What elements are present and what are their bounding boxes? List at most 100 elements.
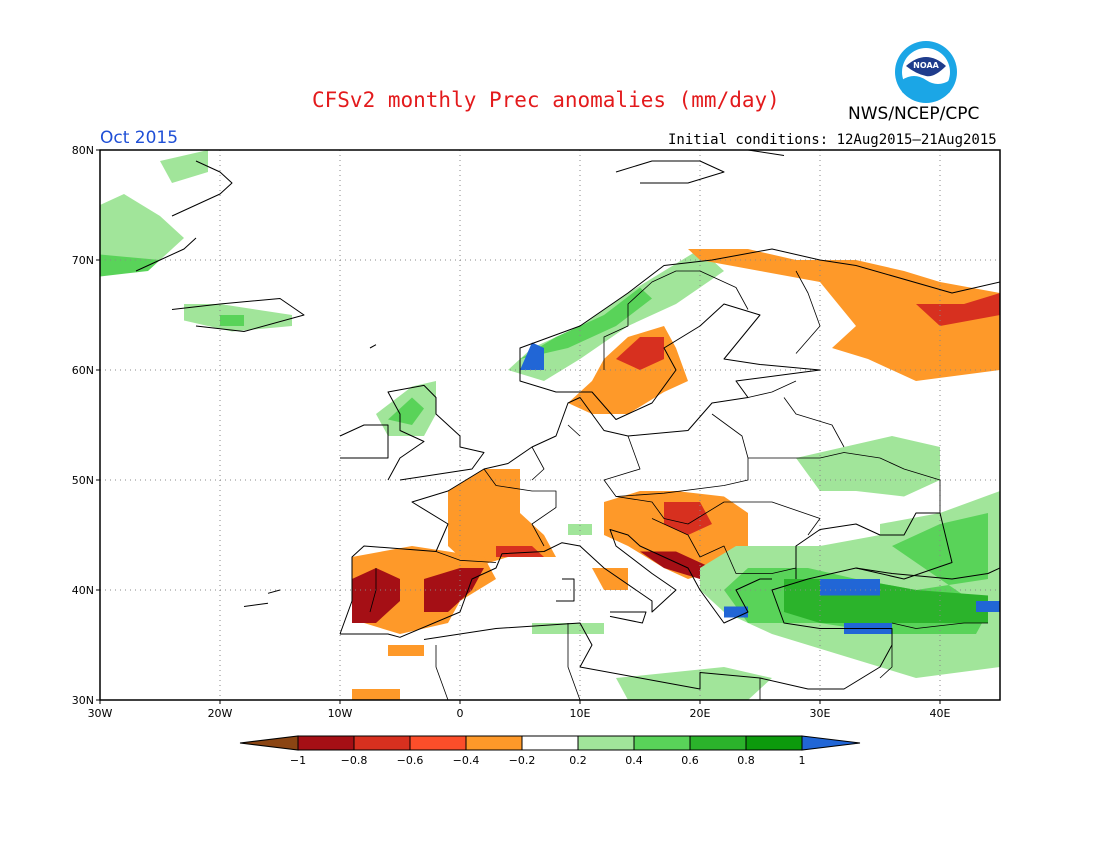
anomaly-regions <box>100 150 1000 700</box>
colorbar-label: −0.4 <box>453 754 480 767</box>
dry-anomaly-severe <box>352 568 400 623</box>
country-border <box>699 270 749 310</box>
logo-text: NOAA <box>913 61 939 70</box>
country-border <box>783 397 845 448</box>
coastline <box>795 512 953 580</box>
initial-conditions: Initial conditions: 12Aug2015–21Aug2015 <box>668 132 997 148</box>
coastlines <box>135 150 1000 700</box>
dry-anomaly <box>592 568 628 590</box>
country-border <box>603 413 749 497</box>
lat-tick-label: 80N <box>72 144 94 157</box>
wet-anomaly-light <box>160 150 208 183</box>
lat-tick-label: 50N <box>72 474 94 487</box>
country-border <box>369 568 377 613</box>
lat-tick-label: 30N <box>72 694 94 707</box>
wet-anomaly-light <box>568 524 592 535</box>
colorbar-segment <box>465 735 523 751</box>
wet-anomaly-extreme <box>724 606 748 618</box>
country-border <box>567 623 581 700</box>
gridlines <box>100 150 1000 700</box>
dry-anomaly-strong <box>916 293 1000 326</box>
colorbar-label: 0.2 <box>569 754 587 767</box>
colorbar-label: 0.4 <box>625 754 643 767</box>
dry-anomaly <box>448 469 556 568</box>
dry-anomaly-strong <box>616 337 664 370</box>
colorbar-label: −0.8 <box>341 754 368 767</box>
country-border <box>435 551 497 563</box>
country-border <box>567 424 581 437</box>
country-border <box>483 468 557 547</box>
colorbar-segment <box>745 735 803 751</box>
colorbar-label: −0.6 <box>397 754 424 767</box>
island-coast <box>615 160 725 184</box>
lon-tick-label: 10E <box>570 707 591 720</box>
map-frame <box>99 149 1001 701</box>
country-border <box>651 518 797 574</box>
country-border <box>531 446 545 481</box>
country-border <box>748 452 941 513</box>
axis-ticks: 30W 20W 10W 0 10E 20E 30E 40E 30N 40N 50N 60N 70N 80N <box>72 144 951 720</box>
coastline <box>339 424 389 459</box>
country-border <box>879 634 893 679</box>
lon-tick-label: 20E <box>690 707 711 720</box>
coastline <box>556 578 575 602</box>
colorbar-label: −1 <box>290 754 306 767</box>
coastline <box>339 248 1000 635</box>
dry-anomaly-severe <box>424 568 484 612</box>
island-coast <box>369 344 377 349</box>
country-border <box>435 645 449 700</box>
dry-anomaly <box>352 689 400 700</box>
wet-anomaly-light <box>100 194 184 271</box>
country-border <box>747 380 797 398</box>
lon-tick-label: 30E <box>810 707 831 720</box>
colorbar: −1 −0.8 −0.6 −0.4 −0.2 0.2 0.4 0.6 0.8 1 <box>239 735 861 767</box>
island-coast <box>171 160 233 217</box>
island-coast <box>243 602 269 607</box>
colorbar-low-arrow <box>239 735 299 751</box>
country-border <box>615 496 821 536</box>
dry-anomaly-strong <box>496 546 544 557</box>
coastline <box>609 611 647 624</box>
lat-tick-label: 60N <box>72 364 94 377</box>
wet-anomaly-extreme <box>976 601 1000 612</box>
wet-anomaly-extreme <box>820 579 880 596</box>
island-coast <box>652 150 785 156</box>
island-coast <box>267 589 281 594</box>
colorbar-segment <box>353 735 411 751</box>
colorbar-label: −0.2 <box>509 754 536 767</box>
country-border <box>795 270 821 354</box>
country-border <box>891 622 988 629</box>
organization-label: NWS/NCEP/CPC <box>848 104 980 124</box>
colorbar-segment <box>521 735 579 751</box>
country-border <box>603 270 700 370</box>
wet-anomaly-light <box>616 667 772 700</box>
colorbar-label: 0.8 <box>737 754 755 767</box>
dry-anomaly <box>604 491 748 579</box>
colorbar-segment <box>409 735 467 751</box>
wet-anomaly <box>520 287 652 359</box>
coastline <box>387 384 485 481</box>
lat-tick-label: 70N <box>72 254 94 267</box>
noaa-logo-icon: NOAA <box>895 41 957 103</box>
lon-tick-label: 20W <box>208 707 233 720</box>
forecast-period: Oct 2015 <box>100 128 179 148</box>
colorbar-segment <box>633 735 691 751</box>
wet-anomaly <box>220 315 244 326</box>
island-coast <box>135 237 197 272</box>
colorbar-label: 0.6 <box>681 754 699 767</box>
colorbar-label: 1 <box>799 754 806 767</box>
dry-anomaly <box>688 249 1000 381</box>
map-title: CFSv2 monthly Prec anomalies (mm/day) <box>312 88 780 112</box>
dry-anomaly-severe <box>640 551 712 579</box>
lon-tick-label: 40E <box>930 707 951 720</box>
wet-anomaly <box>388 397 424 425</box>
colorbar-segment <box>297 735 355 751</box>
coastline <box>423 567 1000 690</box>
colorbar-segment <box>577 735 635 751</box>
dry-anomaly <box>388 645 424 656</box>
lon-tick-label: 30W <box>88 707 113 720</box>
lat-tick-label: 40N <box>72 584 94 597</box>
wet-anomaly-light <box>796 436 940 497</box>
colorbar-segment <box>689 735 747 751</box>
